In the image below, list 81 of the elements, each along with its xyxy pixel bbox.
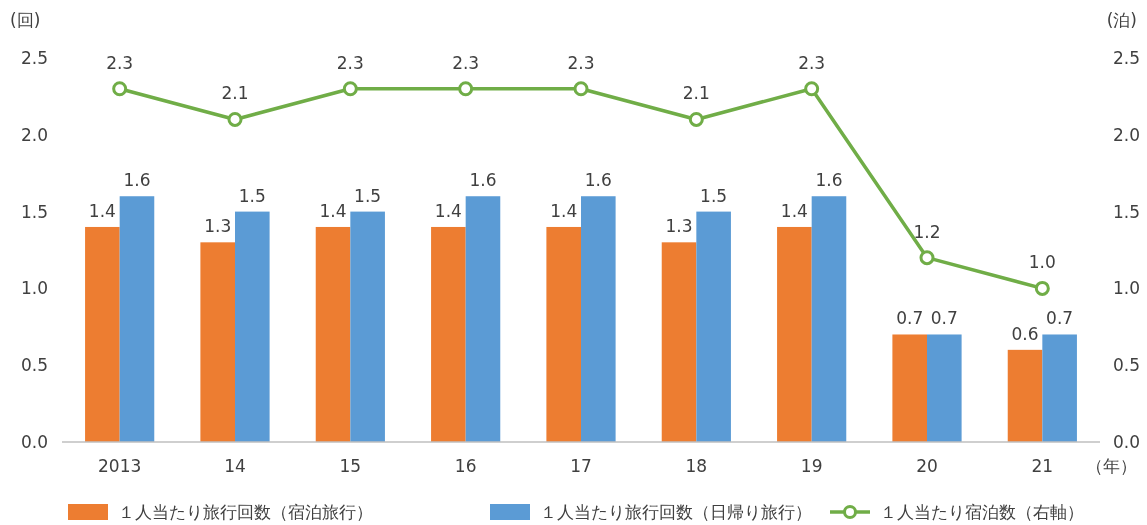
point	[573, 81, 589, 97]
data-label: 1.5	[700, 185, 728, 206]
point	[688, 111, 704, 127]
bar	[350, 211, 385, 442]
bar	[119, 196, 155, 442]
bar	[777, 226, 812, 442]
data-label: 0.7	[896, 308, 924, 329]
data-label: 2.3	[336, 52, 364, 73]
bar	[892, 334, 927, 442]
bar	[1007, 349, 1043, 442]
data-label: 1.4	[434, 200, 462, 221]
bar	[811, 196, 847, 442]
bar	[200, 242, 235, 442]
data-label: 1.5	[238, 185, 266, 206]
point	[342, 81, 358, 97]
legend-label: １人当たり旅行回数（宿泊旅行）	[118, 502, 373, 522]
data-label: 1.4	[780, 200, 808, 221]
data-label: 1.3	[204, 216, 232, 237]
data-label: 2.3	[452, 52, 480, 73]
bar	[581, 196, 616, 442]
y2-tick-label: 2.5	[1113, 48, 1141, 68]
data-label: 1.6	[815, 170, 843, 191]
bar	[85, 226, 120, 442]
y2-tick-label: 1.5	[1113, 201, 1141, 222]
data-label: 1.6	[123, 170, 151, 191]
y2-tick-label: 0.5	[1113, 355, 1141, 376]
bar	[1042, 334, 1077, 442]
point	[1034, 280, 1050, 296]
x-axis-title: （年）	[1086, 456, 1137, 476]
y2-tick-label: 0.0	[1113, 432, 1141, 452]
bar	[546, 226, 581, 442]
y2-tick-label: 1.0	[1113, 278, 1141, 299]
y-tick-label: 0.5	[20, 355, 48, 376]
x-tick-label: 17	[570, 456, 592, 476]
x-tick-label: 18	[685, 456, 708, 476]
x-tick-label: 15	[339, 456, 362, 476]
point	[112, 81, 128, 97]
data-label: 2.3	[567, 52, 595, 73]
bar	[661, 242, 697, 442]
y-tick-label: 1.0	[20, 278, 48, 299]
data-label: 1.4	[550, 200, 578, 221]
data-label: 1.6	[584, 170, 612, 191]
data-label: 2.1	[221, 83, 249, 104]
bar	[696, 211, 731, 442]
x-tick-label: 19	[800, 456, 823, 476]
y2-axis-title: (泊)	[1106, 10, 1137, 30]
data-label: 1.4	[88, 200, 116, 221]
legend-label: １人当たり宿泊数（右軸）	[880, 502, 1084, 522]
y-tick-label: 2.5	[20, 48, 48, 68]
y-axis-title: (回)	[10, 10, 41, 30]
y2-tick-label: 2.0	[1113, 124, 1141, 145]
x-tick-label: 21	[1031, 456, 1054, 476]
bar	[431, 226, 466, 442]
data-label: 0.6	[1011, 323, 1039, 344]
data-label: 1.5	[354, 185, 382, 206]
x-tick-label: 2013	[98, 456, 142, 476]
y-tick-label: 2.0	[20, 124, 48, 145]
legend-label: １人当たり旅行回数（日帰り旅行）	[540, 502, 812, 522]
bar	[235, 211, 270, 442]
data-label: 1.0	[1028, 252, 1056, 273]
point	[227, 111, 243, 127]
y-tick-label: 0.0	[20, 432, 48, 452]
data-label: 1.2	[913, 221, 941, 242]
data-label: 2.1	[682, 83, 710, 104]
point	[919, 250, 935, 266]
data-label: 2.3	[106, 52, 134, 73]
x-tick-label: 20	[916, 456, 938, 476]
data-label: 1.4	[319, 200, 347, 221]
data-label: 1.3	[665, 216, 693, 237]
point	[458, 81, 474, 97]
x-tick-label: 16	[454, 456, 477, 476]
bar	[315, 226, 351, 442]
data-label: 2.3	[798, 52, 826, 73]
point	[804, 81, 820, 97]
bar	[465, 196, 501, 442]
data-label: 0.7	[930, 308, 958, 329]
bar	[927, 334, 962, 442]
y-tick-label: 1.5	[20, 201, 48, 222]
x-tick-label: 14	[224, 456, 246, 476]
data-label: 0.7	[1046, 308, 1074, 329]
data-label: 1.6	[469, 170, 497, 191]
